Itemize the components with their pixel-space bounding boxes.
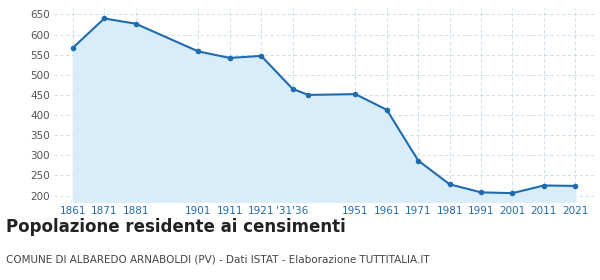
- Text: COMUNE DI ALBAREDO ARNABOLDI (PV) - Dati ISTAT - Elaborazione TUTTITALIA.IT: COMUNE DI ALBAREDO ARNABOLDI (PV) - Dati…: [6, 255, 430, 265]
- Text: Popolazione residente ai censimenti: Popolazione residente ai censimenti: [6, 218, 346, 236]
